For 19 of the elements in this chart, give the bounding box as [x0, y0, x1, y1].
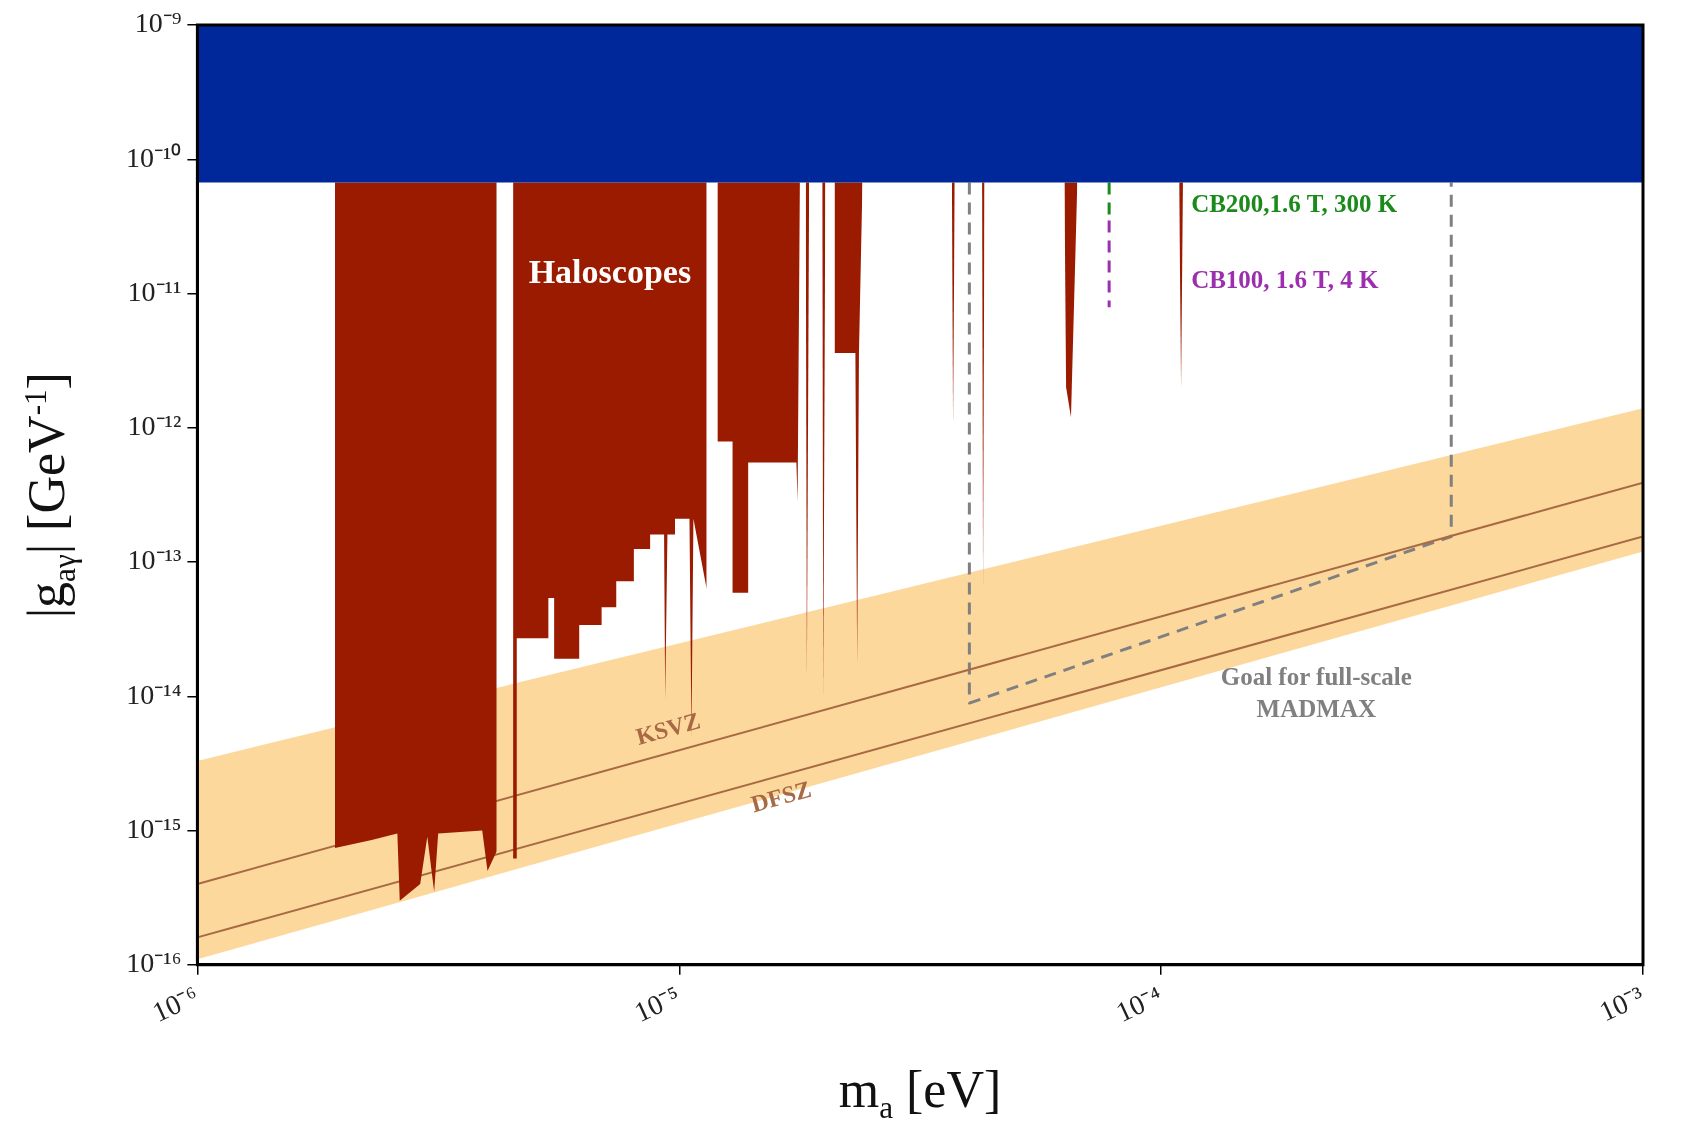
y-tick-label: 10⁻¹⁴: [126, 678, 182, 710]
x-tick-label: 10⁻³: [1594, 980, 1649, 1028]
text: CB100, 1.6 T, 4 K: [1191, 265, 1379, 293]
y-tick-label: 10⁻¹¹: [127, 275, 182, 307]
y-tick-label: 10⁻¹²: [127, 410, 182, 442]
y-tick-label: 10⁻¹⁰: [125, 141, 182, 173]
x-tick-label: 10⁻⁴: [1111, 980, 1167, 1028]
text: DFSZ: [748, 775, 815, 818]
x-tick-label: 10⁻⁵: [629, 980, 685, 1028]
y-tick-label: 10⁻¹³: [127, 544, 182, 576]
series-label: Haloscopes: [528, 253, 692, 291]
series-label: Goal for full-scale MADMAX: [1220, 662, 1412, 722]
y-tick-label: 10⁻¹⁶: [126, 947, 182, 979]
x-tick-label: 10⁻⁶: [147, 980, 204, 1028]
text: KSVZ: [633, 707, 704, 750]
text: CB200,1.6 T, 300 K: [1191, 190, 1398, 218]
y-tick-label: 10⁻⁹: [134, 7, 182, 39]
x-axis-title: m$_{a}$ [eV]: [838, 1060, 1002, 1127]
y-tick-label: 10⁻¹⁵: [126, 812, 182, 844]
